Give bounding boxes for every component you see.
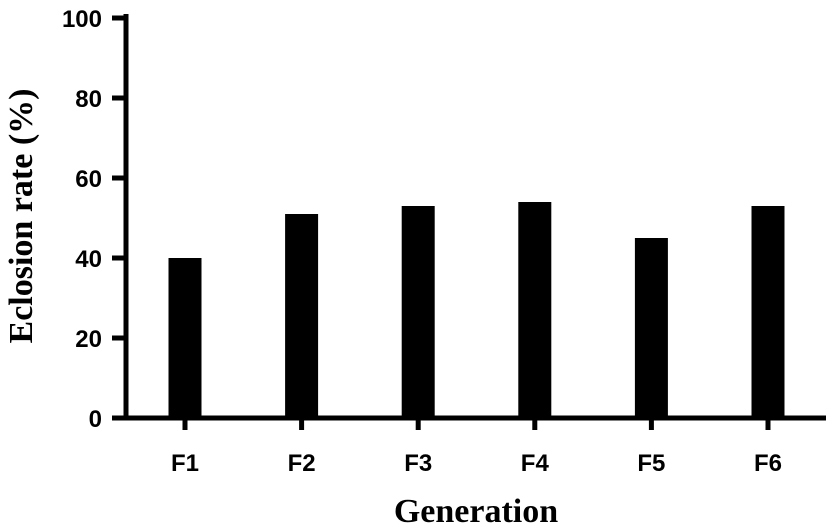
bar-f5	[634, 238, 668, 418]
y-tick-label: 60	[75, 166, 102, 193]
x-tick-label: F1	[171, 450, 199, 477]
bar-f3	[401, 206, 435, 418]
bar-f4	[518, 202, 552, 418]
x-ticks: F1 F2 F3 F4 F5 F6	[171, 418, 782, 477]
x-tick-label: F4	[521, 450, 550, 477]
y-tick-label: 20	[75, 326, 102, 353]
y-axis-title: Eclosion rate (%)	[3, 89, 40, 344]
axes-layer	[123, 14, 826, 421]
bars-layer	[168, 202, 785, 418]
x-tick-label: F2	[288, 450, 316, 477]
bar-f6	[751, 206, 785, 418]
y-tick-label: 0	[89, 406, 102, 433]
y-tick-label: 40	[75, 246, 102, 273]
bar-f1	[168, 258, 202, 418]
x-tick-label: F5	[637, 450, 665, 477]
y-tick-label: 80	[75, 86, 102, 113]
y-tick-label: 100	[62, 6, 102, 33]
bar-f2	[285, 214, 319, 418]
x-axis-title: Generation	[394, 493, 558, 528]
x-tick-label: F3	[404, 450, 432, 477]
x-tick-label: F6	[754, 450, 782, 477]
y-ticks: 0 20 40 60 80 100	[62, 6, 126, 433]
